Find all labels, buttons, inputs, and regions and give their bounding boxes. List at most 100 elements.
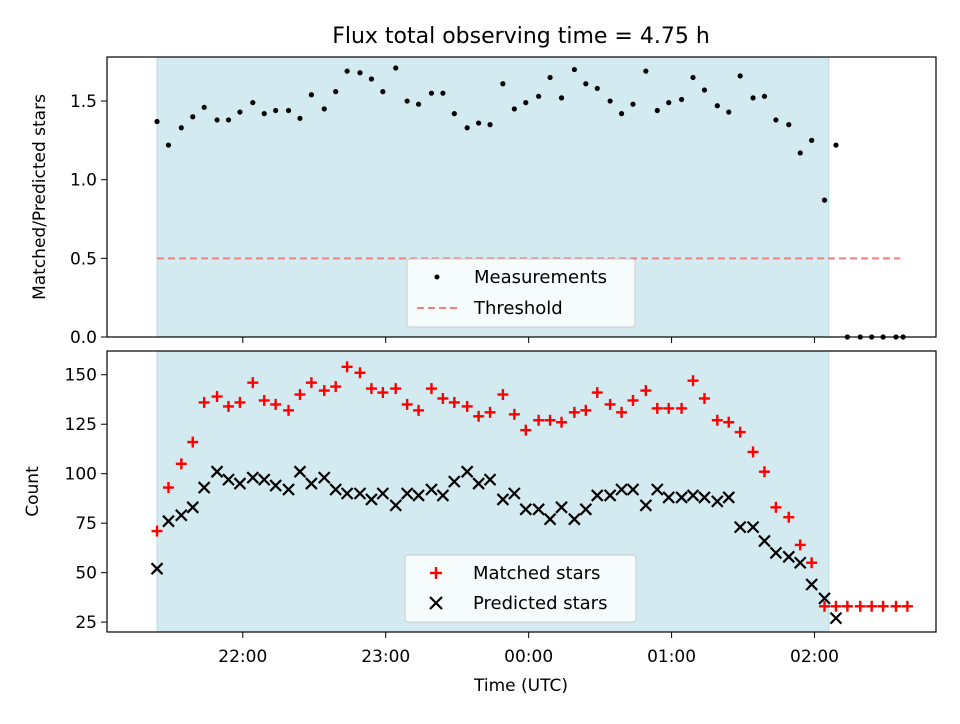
measurement-point — [487, 122, 493, 128]
measurement-point — [737, 73, 743, 79]
matched-stars-point — [866, 600, 878, 612]
matched-stars-point — [770, 501, 782, 513]
measurement-point — [678, 96, 685, 103]
measurement-point — [393, 65, 399, 71]
bottom-legend: Matched stars Predicted stars — [404, 554, 637, 623]
measurement-point — [547, 74, 553, 81]
top-legend: Measurements Threshold — [406, 258, 636, 328]
matched-stars-point — [580, 404, 592, 416]
matched-stars-point — [461, 400, 473, 412]
predicted-stars-point — [483, 473, 497, 486]
measurement-point — [165, 142, 172, 148]
matched-stars-point — [627, 394, 639, 406]
predicted-stars-point — [305, 477, 318, 490]
predicted-stars-point — [389, 499, 402, 512]
matched-stars-point — [651, 402, 663, 414]
matched-stars-point — [901, 600, 913, 612]
measurement-point — [273, 107, 279, 114]
matched-stars-point — [783, 511, 795, 523]
measurement-point — [701, 87, 708, 93]
matched-stars-point — [377, 387, 389, 399]
matched-stars-point — [544, 414, 556, 426]
measurement-point — [190, 114, 196, 120]
predicted-stars-point — [733, 520, 747, 534]
predicted-stars-point — [711, 495, 724, 508]
predicted-stars-point — [257, 473, 271, 486]
predicted-stars-point — [818, 592, 831, 605]
matched-stars-point — [234, 396, 246, 408]
matched-stars-point — [473, 410, 485, 422]
measurement-point — [643, 68, 649, 74]
predicted-stars-point — [400, 487, 414, 500]
matched-stars-point — [711, 414, 723, 426]
predicted-stars-point — [412, 489, 425, 502]
measurement-point — [308, 92, 314, 98]
measurement-point — [809, 137, 815, 143]
matched-stars-point — [556, 416, 568, 428]
predicted-stars-point — [233, 477, 247, 490]
matched-stars-point — [830, 600, 842, 612]
matched-stars-point — [758, 466, 770, 478]
legend-predicted-marker — [429, 596, 443, 610]
predicted-stars-point — [282, 483, 295, 496]
predicted-stars-point — [782, 550, 796, 564]
bottom-ytick-label: 75 — [75, 514, 97, 534]
x-axis-label: Time (UTC) — [473, 676, 568, 696]
measurement-point — [201, 104, 207, 110]
measurement-point — [261, 111, 267, 117]
measurement-point — [821, 197, 828, 203]
measurement-point — [380, 89, 386, 95]
matched-stars-point — [819, 600, 831, 612]
chart-title: Flux total observing time = 4.75 h — [332, 24, 710, 49]
matched-stars-point — [663, 402, 675, 414]
matched-stars-point — [497, 389, 509, 401]
matched-stars-point — [247, 377, 259, 389]
matched-stars-point — [841, 600, 853, 612]
measurement-point — [250, 100, 256, 106]
measurement-point — [726, 109, 732, 115]
predicted-stars-point — [686, 489, 700, 502]
measurement-point — [476, 120, 482, 126]
matched-stars-point — [425, 383, 437, 395]
matched-stars-point — [175, 458, 187, 470]
measurement-point — [618, 111, 625, 117]
matched-stars-point — [806, 557, 818, 569]
measurement-point — [415, 101, 422, 107]
matched-stars-point — [365, 383, 377, 395]
predicted-stars-point — [758, 534, 771, 548]
bottom-ytick-label: 50 — [75, 564, 97, 584]
measurement-point — [225, 117, 232, 123]
matched-stars-point — [401, 398, 413, 410]
bottom-ytick-label: 125 — [65, 415, 97, 435]
predicted-stars-point — [460, 465, 474, 478]
predicted-stars-point — [532, 503, 545, 516]
matched-stars-point — [794, 539, 806, 551]
bottom-ytick-label: 25 — [75, 613, 97, 633]
matched-stars-point — [723, 416, 735, 428]
measurement-point — [761, 93, 768, 99]
measurement-point — [344, 68, 350, 74]
matched-stars-point — [877, 600, 889, 612]
predicted-stars-point — [269, 479, 282, 492]
measurement-point — [178, 125, 184, 131]
bottom-ytick-label: 150 — [65, 366, 97, 386]
measurement-point — [285, 107, 292, 114]
predicted-stars-point — [353, 487, 367, 500]
predicted-stars-point — [698, 491, 711, 504]
top-legend-box — [406, 258, 636, 328]
matched-stars-point — [390, 383, 402, 395]
predicted-stars-point — [769, 546, 783, 560]
predicted-stars-point — [448, 475, 461, 488]
top-panel: 0.0 0.5 1.0 1.5 Matched/Predicted stars Mea… — [30, 56, 937, 348]
predicted-stars-point — [365, 493, 378, 506]
measurement-point — [511, 106, 517, 112]
matched-stars-point — [151, 525, 163, 537]
measurement-point — [654, 107, 660, 114]
predicted-stars-point — [246, 471, 260, 484]
predicted-stars-point — [626, 483, 640, 496]
matched-stars-point — [568, 406, 580, 418]
measurement-point — [523, 100, 529, 106]
measurement-point — [451, 111, 457, 117]
matched-stars-point — [305, 377, 317, 389]
